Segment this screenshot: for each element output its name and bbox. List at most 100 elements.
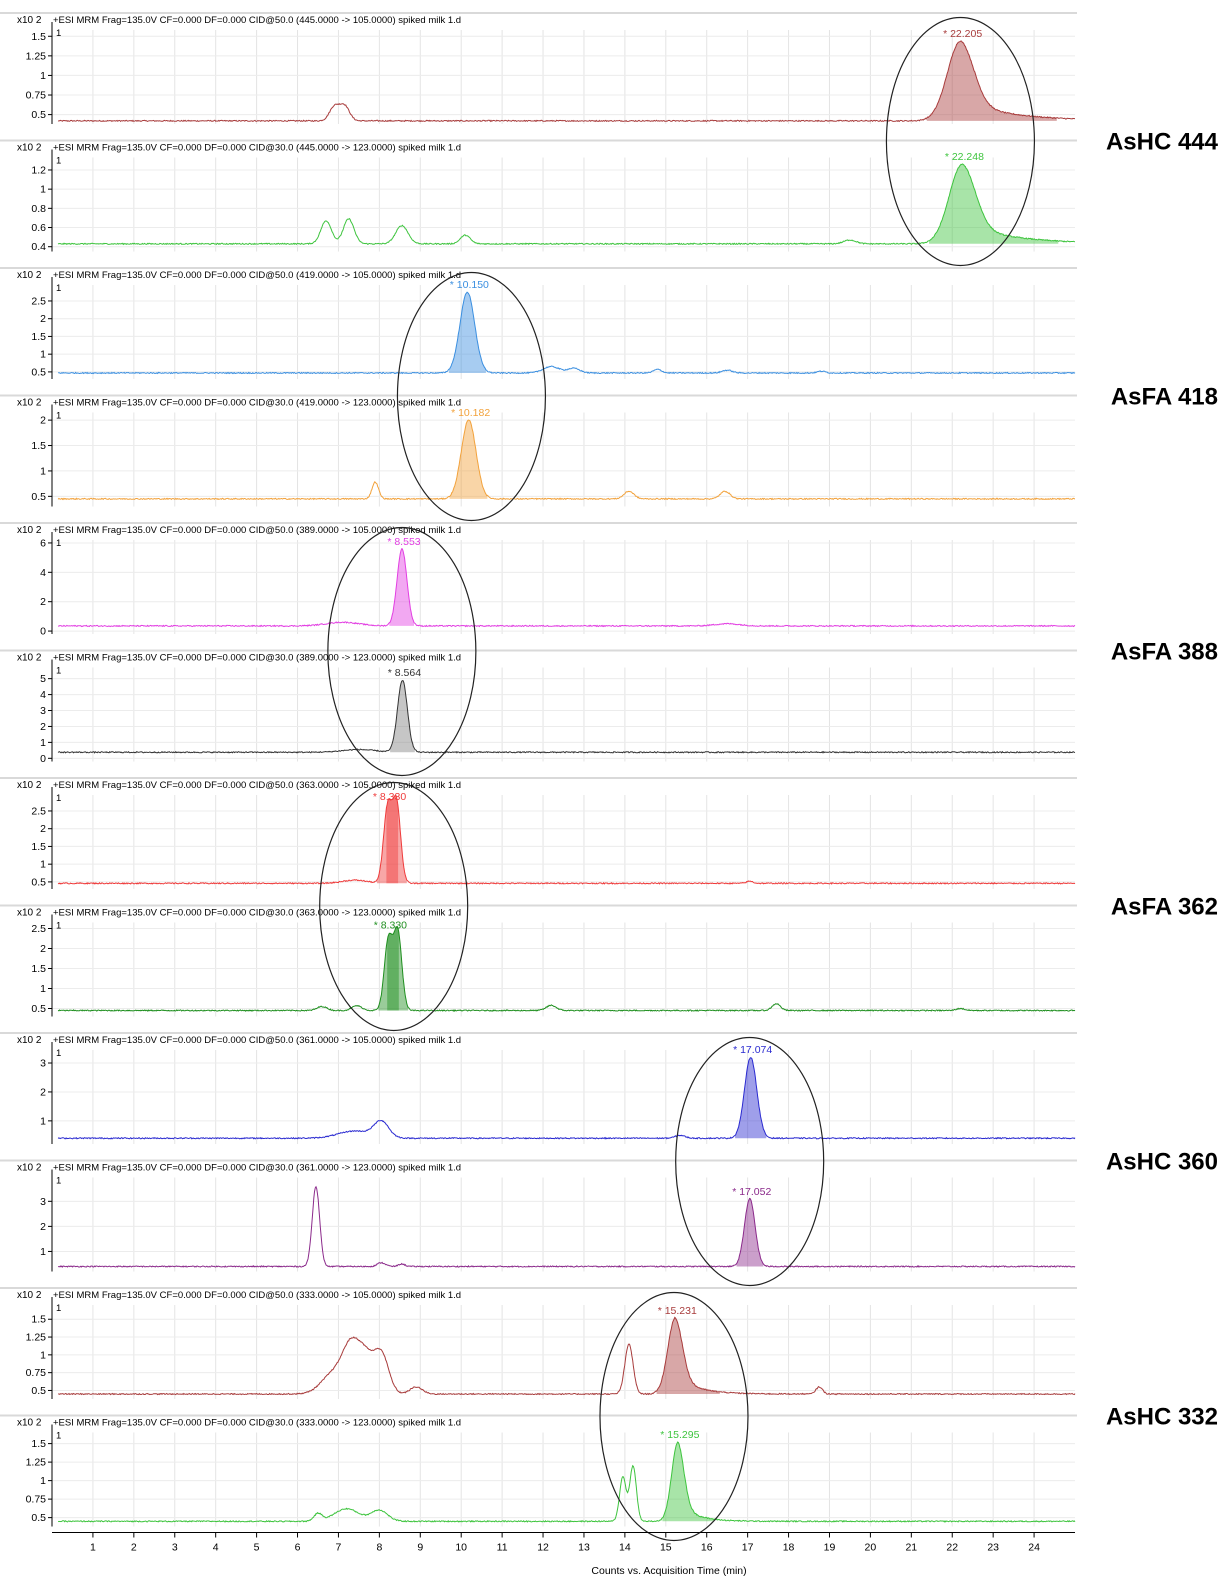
panel-12: 0.5 0.75 1 1.25 1.5 x10 2 +ESI MRM Frag=135.0V… bbox=[0, 1414, 1077, 1527]
x-tick-label: 7 bbox=[336, 1542, 342, 1554]
x-tick-label: 1 bbox=[90, 1542, 96, 1554]
compound-ellipse bbox=[675, 1036, 825, 1287]
y-tick-label: 6 bbox=[40, 537, 46, 549]
trace-index: 1 bbox=[56, 1303, 61, 1314]
y-tick-label: 1.5 bbox=[31, 963, 46, 975]
compound-ellipse bbox=[319, 781, 469, 1032]
y-tick-label: 0.75 bbox=[26, 1494, 47, 1506]
x-tick-label: 22 bbox=[946, 1542, 958, 1554]
peak-area bbox=[378, 926, 399, 1011]
trace-line bbox=[58, 291, 1076, 375]
y-tick-label: 1.5 bbox=[31, 31, 46, 43]
y-tick-label: 0.5 bbox=[31, 109, 46, 121]
panel-3: 0.5 1 1.5 2 2.5 x10 2 +ESI MRM Frag=135.0V CF=… bbox=[0, 267, 1077, 379]
peak-area bbox=[390, 680, 415, 753]
peak-area bbox=[377, 795, 399, 884]
peak-label: * 22.248 bbox=[945, 151, 984, 163]
panel-9: 1 2 3 x10 2 +ESI MRM Frag=135.0V CF=0.000 DF… bbox=[0, 1032, 1077, 1144]
x-tick-label: 6 bbox=[295, 1542, 301, 1554]
y-tick-label: 4 bbox=[40, 689, 46, 701]
peak-area bbox=[735, 1057, 767, 1139]
panel-7: 0.5 1 1.5 2 2.5 x10 2 +ESI MRM Frag=135.0V CF=… bbox=[0, 777, 1077, 889]
panel-1: 0.5 0.75 1 1.25 1.5 x10 2 +ESI MRM Frag=135.0V… bbox=[0, 12, 1077, 124]
y-multiplier: x10 2 bbox=[17, 15, 42, 26]
peak-area bbox=[662, 1442, 714, 1522]
peak-area bbox=[448, 292, 486, 373]
y-tick-label: 3 bbox=[40, 1058, 46, 1070]
peak-label: * 10.150 bbox=[450, 279, 489, 291]
compound-label: AsFA 388 bbox=[1111, 639, 1218, 666]
x-tick-label: 18 bbox=[783, 1542, 795, 1554]
peak-label: * 8.553 bbox=[387, 536, 420, 548]
x-tick-label: 3 bbox=[172, 1542, 178, 1554]
y-tick-label: 5 bbox=[40, 673, 46, 685]
compound-label: AsHC 332 bbox=[1106, 1404, 1218, 1431]
y-multiplier: x10 2 bbox=[17, 1163, 42, 1174]
peak-area bbox=[656, 1317, 720, 1394]
y-tick-label: 1.5 bbox=[31, 1314, 46, 1326]
x-tick-label: 23 bbox=[987, 1542, 999, 1554]
x-tick-label: 24 bbox=[1028, 1542, 1040, 1554]
y-tick-label: 2.5 bbox=[31, 923, 46, 935]
x-tick-label: 16 bbox=[701, 1542, 713, 1554]
compound-ellipse bbox=[396, 271, 547, 522]
trace-line bbox=[57, 1441, 1076, 1523]
compound-label: AsFA 418 bbox=[1111, 384, 1218, 411]
y-multiplier: x10 2 bbox=[17, 908, 42, 919]
x-axis: 1 2 3 4 5 6 7 8 9 10 11 12 13 14 15 16 17 18 19 20 21 22 23 24 bbox=[52, 1532, 1075, 1554]
y-tick-label: 1 bbox=[40, 465, 46, 477]
x-tick-label: 9 bbox=[417, 1542, 423, 1554]
y-tick-label: 1 bbox=[40, 859, 46, 871]
y-tick-label: 1.25 bbox=[26, 1332, 47, 1344]
y-tick-label: 0.75 bbox=[26, 1367, 47, 1379]
y-tick-label: 3 bbox=[40, 705, 46, 717]
trace-line bbox=[57, 794, 1076, 885]
compound-ellipse bbox=[885, 16, 1036, 267]
compound-ellipse bbox=[599, 1291, 749, 1542]
y-tick-label: 1 bbox=[40, 1475, 46, 1487]
x-tick-label: 10 bbox=[455, 1542, 467, 1554]
trace-index: 1 bbox=[56, 156, 61, 167]
trace-line bbox=[57, 1057, 1076, 1140]
trace-line bbox=[57, 163, 1076, 246]
y-tick-label: 1.5 bbox=[31, 1438, 46, 1450]
y-tick-label: 0.4 bbox=[31, 241, 46, 253]
compound-ellipse bbox=[327, 526, 477, 777]
y-tick-label: 3 bbox=[40, 1196, 46, 1208]
compound-labels: AsHC 444 AsFA 418 AsFA 388 AsFA 362 AsHC 360… bbox=[1106, 129, 1219, 1431]
y-tick-label: 0 bbox=[40, 626, 46, 638]
trace-index: 1 bbox=[56, 793, 61, 804]
y-tick-label: 0.5 bbox=[31, 876, 46, 888]
y-multiplier: x10 2 bbox=[17, 1418, 42, 1429]
panel-separator bbox=[0, 1287, 1077, 1289]
peak-label: * 17.074 bbox=[733, 1044, 772, 1056]
x-tick-label: 4 bbox=[213, 1542, 219, 1554]
y-tick-label: 0.8 bbox=[31, 203, 46, 215]
panel-separator bbox=[0, 12, 1077, 14]
y-tick-label: 4 bbox=[40, 567, 46, 579]
panel-separator bbox=[0, 139, 1077, 142]
y-multiplier: x10 2 bbox=[17, 653, 42, 664]
panel-title: +ESI MRM Frag=135.0V CF=0.000 DF=0.000 C… bbox=[53, 780, 461, 791]
y-tick-label: 2 bbox=[40, 943, 46, 955]
y-multiplier: x10 2 bbox=[17, 398, 42, 409]
trace-line bbox=[57, 925, 1076, 1013]
trace-line bbox=[57, 1185, 1076, 1268]
peak-area bbox=[929, 164, 1059, 244]
compound-label: AsHC 444 bbox=[1106, 129, 1219, 156]
y-multiplier: x10 2 bbox=[17, 270, 42, 281]
y-tick-label: 1.25 bbox=[26, 1457, 47, 1469]
peak-area bbox=[387, 926, 409, 1011]
trace-index: 1 bbox=[56, 1431, 61, 1442]
y-tick-label: 0.5 bbox=[31, 1003, 46, 1015]
y-tick-label: 1 bbox=[40, 184, 46, 196]
panel-separator bbox=[0, 649, 1077, 652]
x-tick-label: 12 bbox=[537, 1542, 549, 1554]
compound-label: AsFA 362 bbox=[1111, 894, 1218, 921]
y-tick-label: 1 bbox=[40, 1349, 46, 1361]
x-axis-label: Counts vs. Acquisition Time (min) bbox=[591, 1565, 746, 1577]
y-multiplier: x10 2 bbox=[17, 525, 42, 536]
compound-label: AsHC 360 bbox=[1106, 1149, 1218, 1176]
